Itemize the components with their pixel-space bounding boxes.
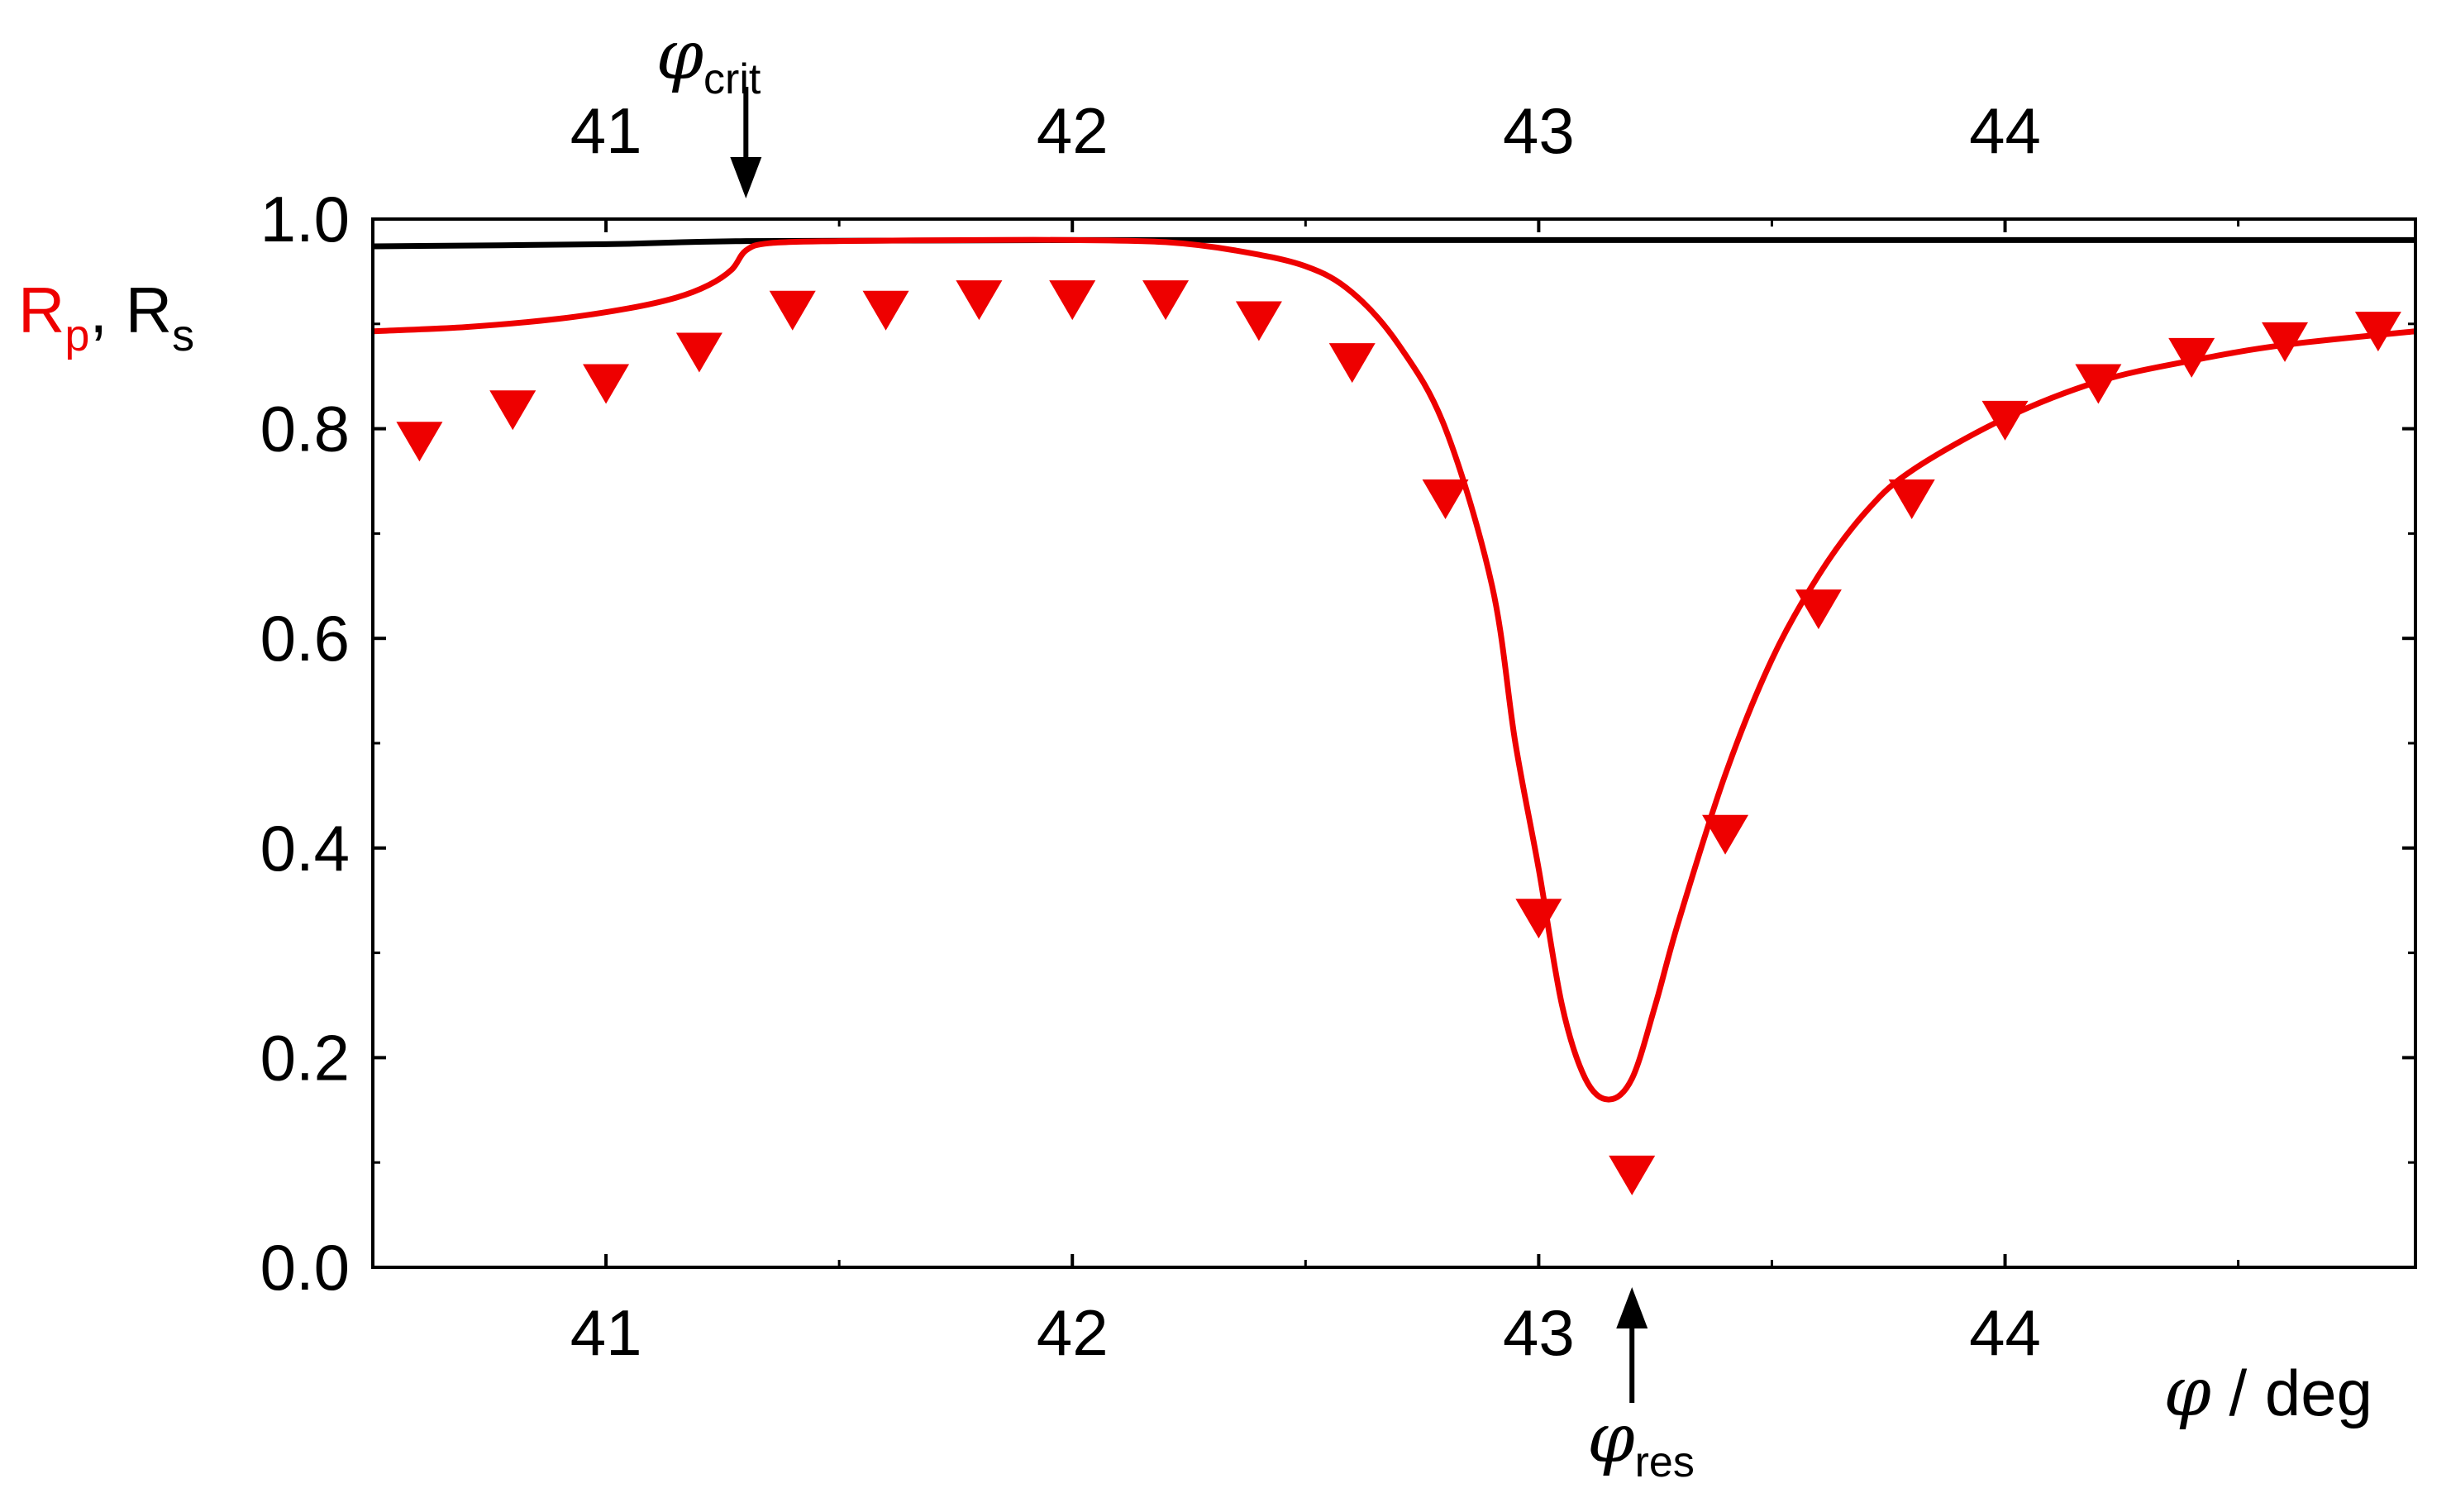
phi-crit-annotation: φcrit xyxy=(656,17,761,103)
data-series xyxy=(373,236,2415,1103)
rp-data-point xyxy=(1795,589,1842,630)
phi-res-sub: res xyxy=(1635,1438,1695,1486)
rp-data-point xyxy=(769,290,816,331)
phi-res-arrow xyxy=(1616,1287,1648,1403)
x-tick-label-top: 44 xyxy=(1969,94,2041,167)
y-label-rs-main: R xyxy=(126,274,172,346)
rp-data-point xyxy=(956,280,1003,321)
arrow-head xyxy=(1616,1287,1648,1328)
x-tick-label-top: 41 xyxy=(570,94,642,167)
y-label-rs-sub: s xyxy=(172,311,194,360)
rp_curve-line xyxy=(373,236,2415,1103)
rp-data-point xyxy=(583,364,630,404)
rp-data-point xyxy=(1235,301,1282,341)
phi-crit-sub: crit xyxy=(703,55,761,103)
x-tick-label-bottom: 41 xyxy=(570,1296,642,1369)
rp-data-point xyxy=(396,422,443,462)
y-label-rp-main: R xyxy=(18,274,64,346)
rp-data-point xyxy=(1328,343,1376,384)
phi-res-annotation: φres xyxy=(1587,1400,1695,1486)
plot-frame xyxy=(371,217,2417,1269)
y-axis-label: Rp, Rs xyxy=(18,274,194,360)
rp-data-point xyxy=(2168,337,2215,378)
arrow-head xyxy=(730,157,762,198)
x-tick-label-bottom: 43 xyxy=(1503,1296,1575,1369)
data-markers xyxy=(396,280,2401,1195)
x-label-symbol: φ xyxy=(2163,1353,2211,1432)
y-tick-label: 0.0 xyxy=(260,1231,350,1304)
y-label-rp-sub: p xyxy=(64,311,89,360)
tick-labels: 41 41 42 42 43 43 44 44 0.0 0.2 0.4 0.6 0.8 1.0 xyxy=(260,94,2041,1369)
rp-data-point xyxy=(1142,280,1190,321)
y-tick-label: 0.8 xyxy=(260,393,350,465)
y-tick-label: 1.0 xyxy=(260,183,350,255)
x-tick-label-top: 42 xyxy=(1037,94,1109,167)
rp-data-point xyxy=(1981,400,2029,441)
rp-data-point xyxy=(1515,899,1562,939)
x-axis-label: φ / deg xyxy=(2163,1353,2372,1432)
rp-data-point xyxy=(489,390,536,431)
rp-data-point xyxy=(1609,1155,1656,1195)
phi-crit-symbol: φ xyxy=(656,17,704,95)
rs_curve-line xyxy=(373,236,2415,250)
rp-data-point xyxy=(675,332,722,373)
rp-data-point xyxy=(1702,814,1749,855)
rp-data-point xyxy=(1888,479,1935,520)
y-label-separator: , xyxy=(89,274,125,346)
x-tick-label-bottom: 44 xyxy=(1969,1296,2041,1369)
rp-data-point xyxy=(2354,312,2401,352)
phi-crit-arrow xyxy=(730,87,762,198)
rp-data-point xyxy=(1422,479,1469,520)
x-tick-label-bottom: 42 xyxy=(1037,1296,1109,1369)
y-tick-label: 0.6 xyxy=(260,602,350,675)
x-label-text: / deg xyxy=(2211,1357,2372,1429)
y-tick-label: 0.2 xyxy=(260,1021,350,1094)
rp-data-point xyxy=(2075,364,2122,404)
x-tick-label-top: 43 xyxy=(1503,94,1575,167)
phi-res-symbol: φ xyxy=(1587,1400,1635,1478)
rp-data-point xyxy=(2262,322,2309,362)
rp-data-point xyxy=(1049,280,1096,321)
rp-data-point xyxy=(862,290,909,331)
y-tick-label: 0.4 xyxy=(260,812,350,885)
